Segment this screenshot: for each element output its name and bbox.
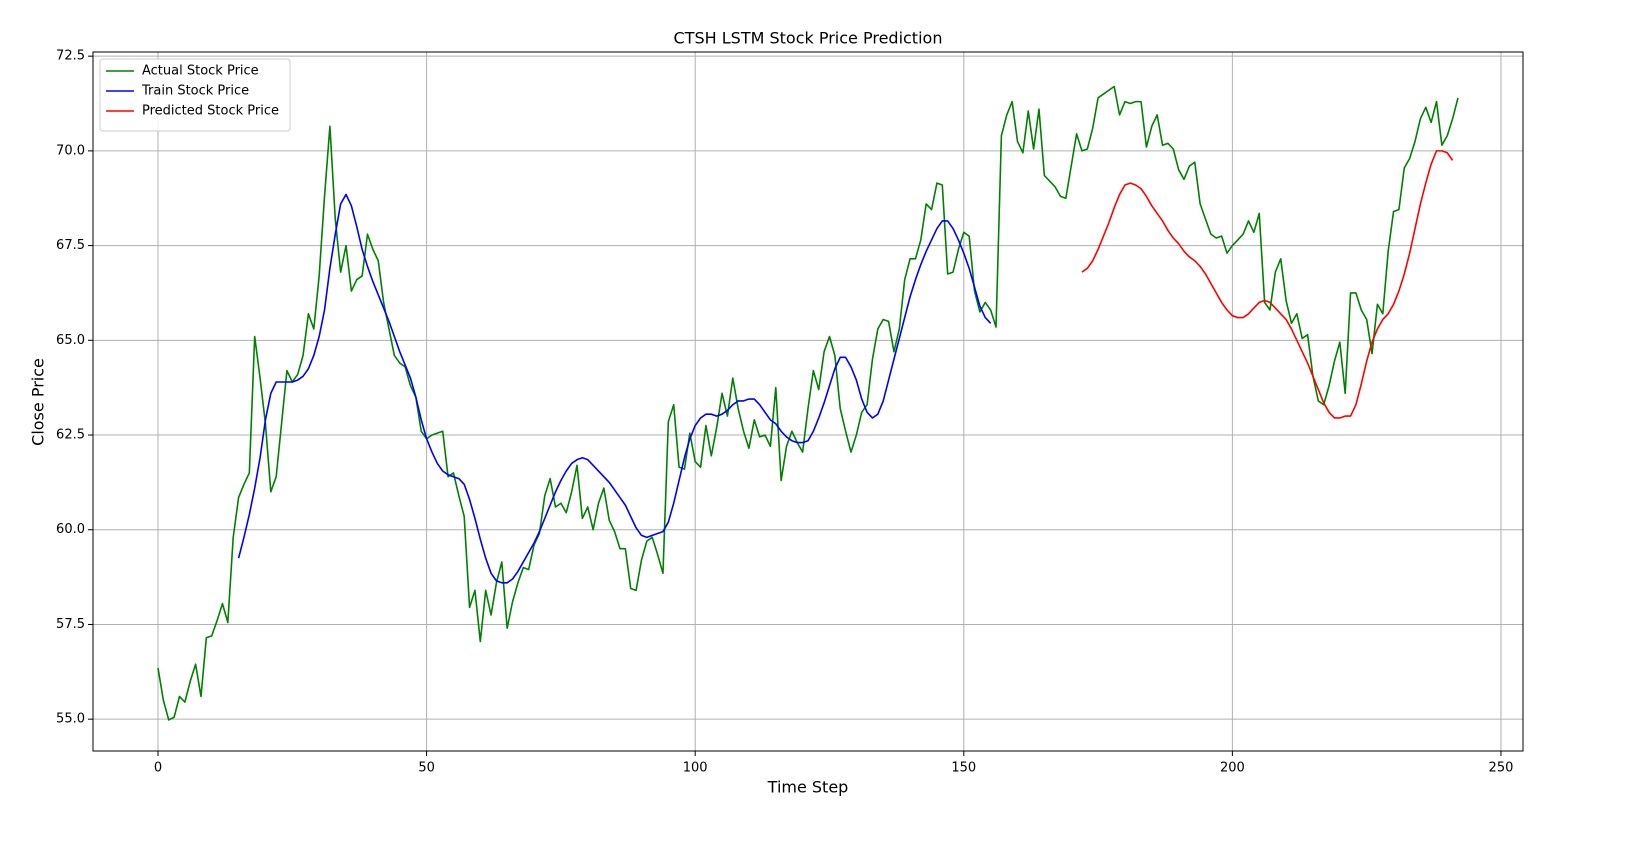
x-tick-label: 50 bbox=[418, 761, 435, 776]
y-tick-label: 57.5 bbox=[56, 617, 85, 632]
legend-label: Train Stock Price bbox=[141, 84, 249, 99]
x-tick-label: 150 bbox=[951, 761, 976, 776]
series-line bbox=[1081, 150, 1454, 419]
y-tick-label: 55.0 bbox=[56, 712, 85, 727]
legend: Actual Stock Price Train Stock Price Predi… bbox=[99, 58, 291, 132]
y-axis-label: Close Price bbox=[29, 358, 48, 446]
x-tick-label: 200 bbox=[1220, 761, 1245, 776]
series-line bbox=[157, 85, 1459, 721]
legend-label: Predicted Stock Price bbox=[142, 104, 279, 119]
x-axis-label: Time Step bbox=[767, 778, 849, 797]
y-tick-label: 62.5 bbox=[56, 428, 85, 443]
series-line bbox=[237, 193, 992, 584]
plot-frame bbox=[92, 51, 1524, 752]
x-tick-label: 250 bbox=[1489, 761, 1514, 776]
y-tick-label: 60.0 bbox=[56, 522, 85, 537]
x-tick-label: 100 bbox=[683, 761, 708, 776]
y-tick-label: 65.0 bbox=[56, 333, 85, 348]
legend-box bbox=[99, 58, 291, 132]
y-tick-label: 70.0 bbox=[56, 143, 85, 158]
y-tick-label: 67.5 bbox=[56, 238, 85, 253]
chart-title: CTSH LSTM Stock Price Prediction bbox=[674, 29, 943, 48]
x-tick-label: 0 bbox=[154, 761, 162, 776]
y-tick-label: 72.5 bbox=[56, 49, 85, 64]
legend-label: Actual Stock Price bbox=[142, 64, 259, 79]
